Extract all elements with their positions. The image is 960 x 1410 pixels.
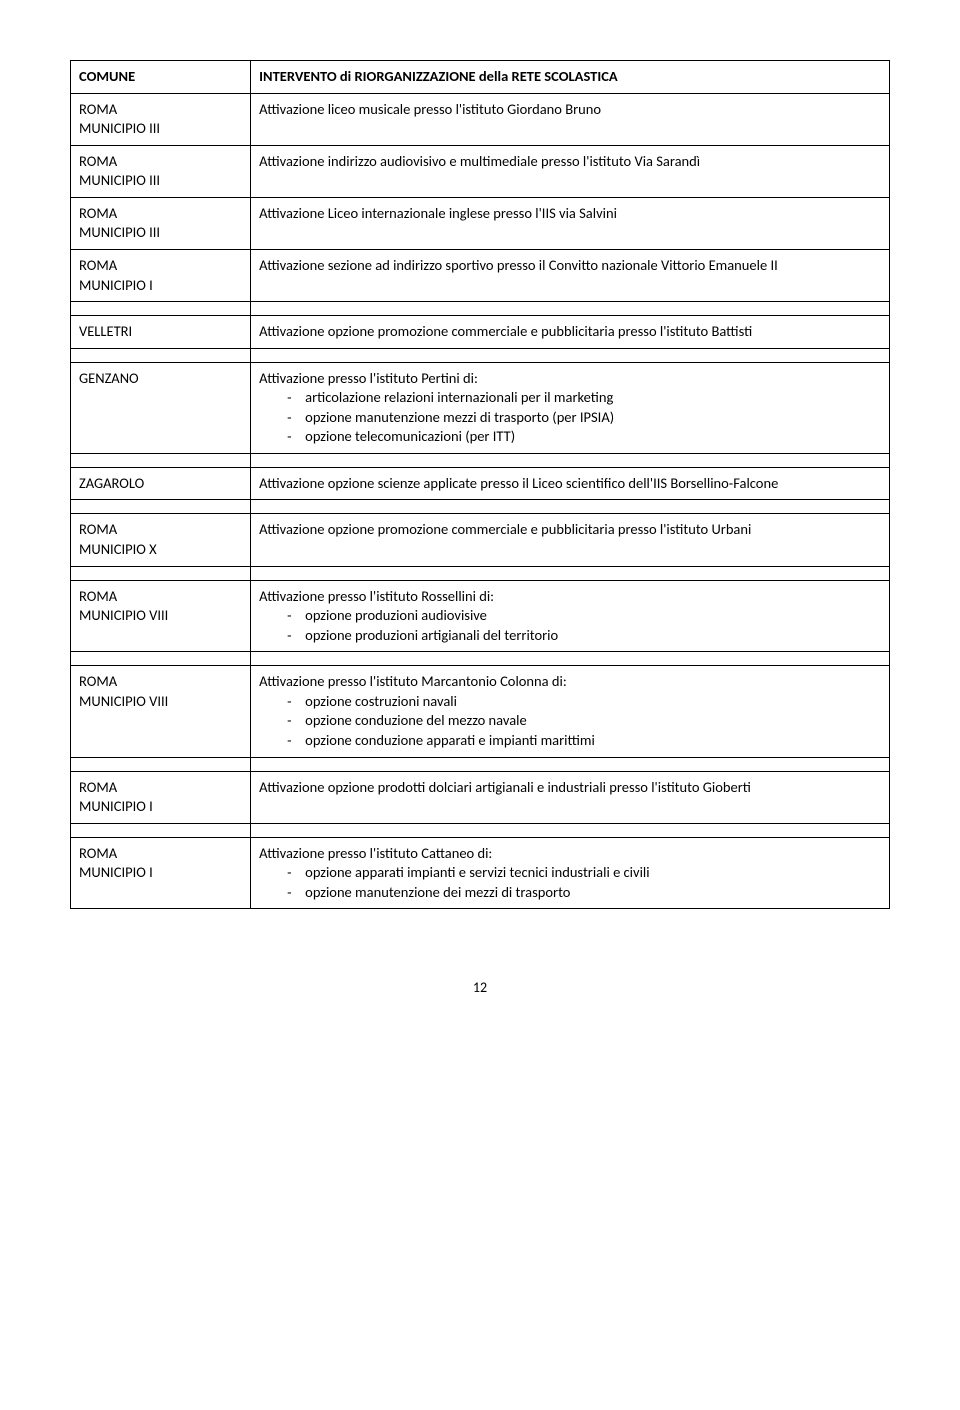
spacer-row bbox=[71, 757, 890, 771]
cell-comune: VELLETRI bbox=[71, 316, 251, 349]
cell-comune: ROMA MUNICIPIO VIII bbox=[71, 580, 251, 652]
header-row: COMUNE INTERVENTO di RIORGANIZZAZIONE de… bbox=[71, 61, 890, 94]
page-number: 12 bbox=[70, 979, 890, 996]
table-row: ROMA MUNICIPIO VIII Attivazione presso l… bbox=[71, 580, 890, 652]
list-intro: Attivazione presso l'istituto Pertini di… bbox=[259, 369, 478, 387]
table-row: ZAGAROLO Attivazione opzione scienze app… bbox=[71, 467, 890, 500]
comune-line2: MUNICIPIO X bbox=[79, 540, 157, 558]
comune-line1: ROMA bbox=[79, 256, 117, 274]
comune-line1: ROMA bbox=[79, 204, 117, 222]
table-row: ROMA MUNICIPIO X Attivazione opzione pro… bbox=[71, 514, 890, 566]
list-item: opzione costruzioni navali bbox=[287, 692, 881, 712]
list-intro: Attivazione presso l'istituto Cattaneo d… bbox=[259, 844, 492, 862]
spacer-row bbox=[71, 453, 890, 467]
comune-line2: MUNICIPIO III bbox=[79, 171, 160, 189]
comune-line1: ROMA bbox=[79, 152, 117, 170]
comune-line2: MUNICIPIO I bbox=[79, 863, 153, 881]
cell-comune: ROMA MUNICIPIO III bbox=[71, 93, 251, 145]
comune-line1: ROMA bbox=[79, 844, 117, 862]
comune-line1: ROMA bbox=[79, 672, 117, 690]
comune-line2: MUNICIPIO VIII bbox=[79, 692, 168, 710]
table-row: ROMA MUNICIPIO I Attivazione presso l'is… bbox=[71, 837, 890, 909]
bullet-list: opzione costruzioni navali opzione condu… bbox=[259, 692, 881, 751]
table-row: ROMA MUNICIPIO I Attivazione sezione ad … bbox=[71, 249, 890, 301]
cell-intervento: Attivazione sezione ad indirizzo sportiv… bbox=[251, 249, 890, 301]
cell-intervento: Attivazione liceo musicale presso l'isti… bbox=[251, 93, 890, 145]
cell-intervento: Attivazione opzione promozione commercia… bbox=[251, 514, 890, 566]
list-item: opzione produzioni audiovisive bbox=[287, 606, 881, 626]
table-row: ROMA MUNICIPIO III Attivazione liceo mus… bbox=[71, 93, 890, 145]
cell-intervento: Attivazione presso l'istituto Marcantoni… bbox=[251, 666, 890, 757]
bullet-list: opzione apparati impianti e servizi tecn… bbox=[259, 863, 881, 902]
cell-intervento: Attivazione opzione scienze applicate pr… bbox=[251, 467, 890, 500]
spacer-row bbox=[71, 823, 890, 837]
cell-comune: ROMA MUNICIPIO III bbox=[71, 145, 251, 197]
bullet-list: opzione produzioni audiovisive opzione p… bbox=[259, 606, 881, 645]
table-row: ROMA MUNICIPIO III Attivazione indirizzo… bbox=[71, 145, 890, 197]
list-item: opzione apparati impianti e servizi tecn… bbox=[287, 863, 881, 883]
list-intro: Attivazione presso l'istituto Marcantoni… bbox=[259, 672, 567, 690]
comune-line2: MUNICIPIO VIII bbox=[79, 606, 168, 624]
list-item: opzione conduzione del mezzo navale bbox=[287, 711, 881, 731]
comune-line1: ROMA bbox=[79, 520, 117, 538]
cell-intervento: Attivazione presso l'istituto Rossellini… bbox=[251, 580, 890, 652]
list-item: opzione conduzione apparati e impianti m… bbox=[287, 731, 881, 751]
header-comune: COMUNE bbox=[71, 61, 251, 94]
table-row: ROMA MUNICIPIO I Attivazione opzione pro… bbox=[71, 771, 890, 823]
list-item: opzione telecomunicazioni (per ITT) bbox=[287, 427, 881, 447]
cell-intervento: Attivazione presso l'istituto Pertini di… bbox=[251, 362, 890, 453]
table-row: ROMA MUNICIPIO III Attivazione Liceo int… bbox=[71, 197, 890, 249]
table-row: GENZANO Attivazione presso l'istituto Pe… bbox=[71, 362, 890, 453]
cell-comune: ZAGAROLO bbox=[71, 467, 251, 500]
cell-comune: ROMA MUNICIPIO I bbox=[71, 837, 251, 909]
list-item: opzione manutenzione mezzi di trasporto … bbox=[287, 408, 881, 428]
document-table: COMUNE INTERVENTO di RIORGANIZZAZIONE de… bbox=[70, 60, 890, 909]
table-row: VELLETRI Attivazione opzione promozione … bbox=[71, 316, 890, 349]
cell-comune: ROMA MUNICIPIO I bbox=[71, 249, 251, 301]
cell-comune: ROMA MUNICIPIO X bbox=[71, 514, 251, 566]
cell-intervento: Attivazione indirizzo audiovisivo e mult… bbox=[251, 145, 890, 197]
comune-line2: MUNICIPIO III bbox=[79, 223, 160, 241]
list-item: opzione produzioni artigianali del terri… bbox=[287, 626, 881, 646]
bullet-list: articolazione relazioni internazionali p… bbox=[259, 388, 881, 447]
comune-line2: MUNICIPIO I bbox=[79, 276, 153, 294]
comune-line2: MUNICIPIO I bbox=[79, 797, 153, 815]
spacer-row bbox=[71, 652, 890, 666]
spacer-row bbox=[71, 302, 890, 316]
list-item: opzione manutenzione dei mezzi di traspo… bbox=[287, 883, 881, 903]
cell-intervento: Attivazione Liceo internazionale inglese… bbox=[251, 197, 890, 249]
cell-comune: ROMA MUNICIPIO I bbox=[71, 771, 251, 823]
cell-comune: ROMA MUNICIPIO VIII bbox=[71, 666, 251, 757]
table-row: ROMA MUNICIPIO VIII Attivazione presso l… bbox=[71, 666, 890, 757]
spacer-row bbox=[71, 566, 890, 580]
list-item: articolazione relazioni internazionali p… bbox=[287, 388, 881, 408]
cell-comune: GENZANO bbox=[71, 362, 251, 453]
list-intro: Attivazione presso l'istituto Rossellini… bbox=[259, 587, 494, 605]
cell-intervento: Attivazione opzione prodotti dolciari ar… bbox=[251, 771, 890, 823]
comune-line1: ROMA bbox=[79, 587, 117, 605]
cell-intervento: Attivazione presso l'istituto Cattaneo d… bbox=[251, 837, 890, 909]
cell-intervento: Attivazione opzione promozione commercia… bbox=[251, 316, 890, 349]
comune-line2: MUNICIPIO III bbox=[79, 119, 160, 137]
cell-comune: ROMA MUNICIPIO III bbox=[71, 197, 251, 249]
header-intervento: INTERVENTO di RIORGANIZZAZIONE della RET… bbox=[251, 61, 890, 94]
spacer-row bbox=[71, 500, 890, 514]
comune-line1: ROMA bbox=[79, 100, 117, 118]
spacer-row bbox=[71, 348, 890, 362]
comune-line1: ROMA bbox=[79, 778, 117, 796]
